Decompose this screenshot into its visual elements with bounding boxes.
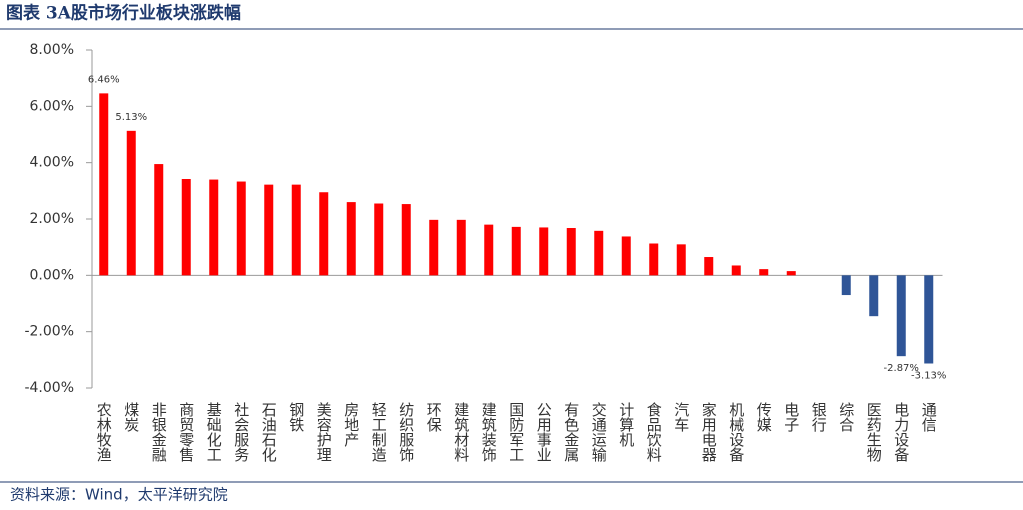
x-tick-label: 非银金融 (150, 402, 168, 462)
value-label: -3.13% (911, 370, 946, 381)
x-tick-label: 建筑材料 (452, 402, 470, 462)
bar (291, 184, 301, 276)
bar (374, 203, 384, 276)
x-tick-label: 环保 (425, 402, 443, 432)
bar (539, 227, 549, 276)
x-tick-label: 社会服务 (232, 402, 250, 463)
value-label: 6.46% (88, 74, 120, 85)
bar (676, 244, 686, 276)
bar (896, 275, 906, 357)
bar (401, 204, 411, 276)
value-label: -2.87% (884, 363, 919, 374)
bar (704, 257, 714, 276)
x-tick-label: 综合 (837, 402, 855, 432)
y-tick-label: -2.00% (24, 324, 74, 340)
bar (649, 243, 659, 276)
bar (456, 219, 466, 276)
x-tick-label: 房地产 (342, 402, 360, 447)
x-tick-label: 建筑装饰 (480, 402, 498, 462)
x-tick-label: 交通运输 (590, 401, 608, 462)
source-note: 资料来源：Wind，太平洋研究院 (10, 486, 228, 504)
x-tick-label: 电力设备 (892, 402, 910, 462)
x-tick-label: 国防军工 (507, 402, 525, 462)
y-tick-label: 2.00% (30, 211, 74, 227)
bar (841, 275, 851, 296)
y-tick-label: -4.00% (24, 380, 74, 396)
x-tick-label: 汽车 (672, 402, 690, 432)
x-tick-label: 农林牧渔 (95, 402, 113, 462)
y-tick-label: 0.00% (30, 267, 74, 283)
x-tick-label: 银行 (810, 402, 828, 433)
x-tick-label: 钢铁 (287, 402, 305, 432)
x-tick-label: 通信 (920, 402, 938, 432)
bar (126, 130, 136, 276)
chart-title: 图表 3A股市场行业板块涨跌幅 (6, 3, 241, 24)
y-tick-label: 8.00% (30, 42, 74, 58)
x-tick-label: 家用电器 (700, 402, 718, 462)
bar (99, 93, 109, 276)
bar (621, 236, 631, 276)
x-tick-label: 商贸零售 (177, 402, 195, 462)
bar (209, 179, 219, 276)
x-tick-label: 公用事业 (535, 402, 553, 462)
bar (566, 228, 576, 276)
bar (786, 271, 796, 276)
bar (484, 224, 494, 276)
bar (154, 164, 164, 276)
x-tick-label: 计算机 (617, 402, 635, 448)
x-tick-label: 纺织服饰 (397, 402, 415, 462)
y-tick-label: 6.00% (30, 98, 74, 114)
x-tick-label: 石油石化 (260, 402, 278, 462)
x-tick-label: 轻工制造 (370, 402, 388, 463)
bar (511, 226, 521, 276)
bar (429, 219, 439, 276)
bar (236, 181, 246, 276)
bar (264, 184, 274, 276)
bar (869, 275, 879, 317)
x-tick-label: 美容护理 (315, 402, 333, 462)
bar (181, 179, 191, 276)
y-tick-label: 4.00% (30, 155, 74, 171)
bar (759, 269, 769, 276)
bar (731, 265, 741, 276)
bar (319, 192, 329, 276)
x-tick-label: 基础化工 (205, 402, 223, 462)
bar (924, 275, 934, 364)
bar (346, 202, 356, 276)
x-tick-label: 医药生物 (865, 402, 883, 463)
x-tick-label: 传媒 (755, 402, 773, 432)
value-label: 5.13% (115, 112, 147, 123)
bar (594, 230, 604, 276)
x-tick-label: 电子 (782, 402, 800, 432)
x-tick-label: 有色金属 (562, 402, 580, 462)
x-tick-label: 机械设备 (727, 402, 745, 462)
x-tick-label: 食品饮料 (645, 402, 663, 462)
x-tick-label: 煤炭 (122, 402, 140, 432)
